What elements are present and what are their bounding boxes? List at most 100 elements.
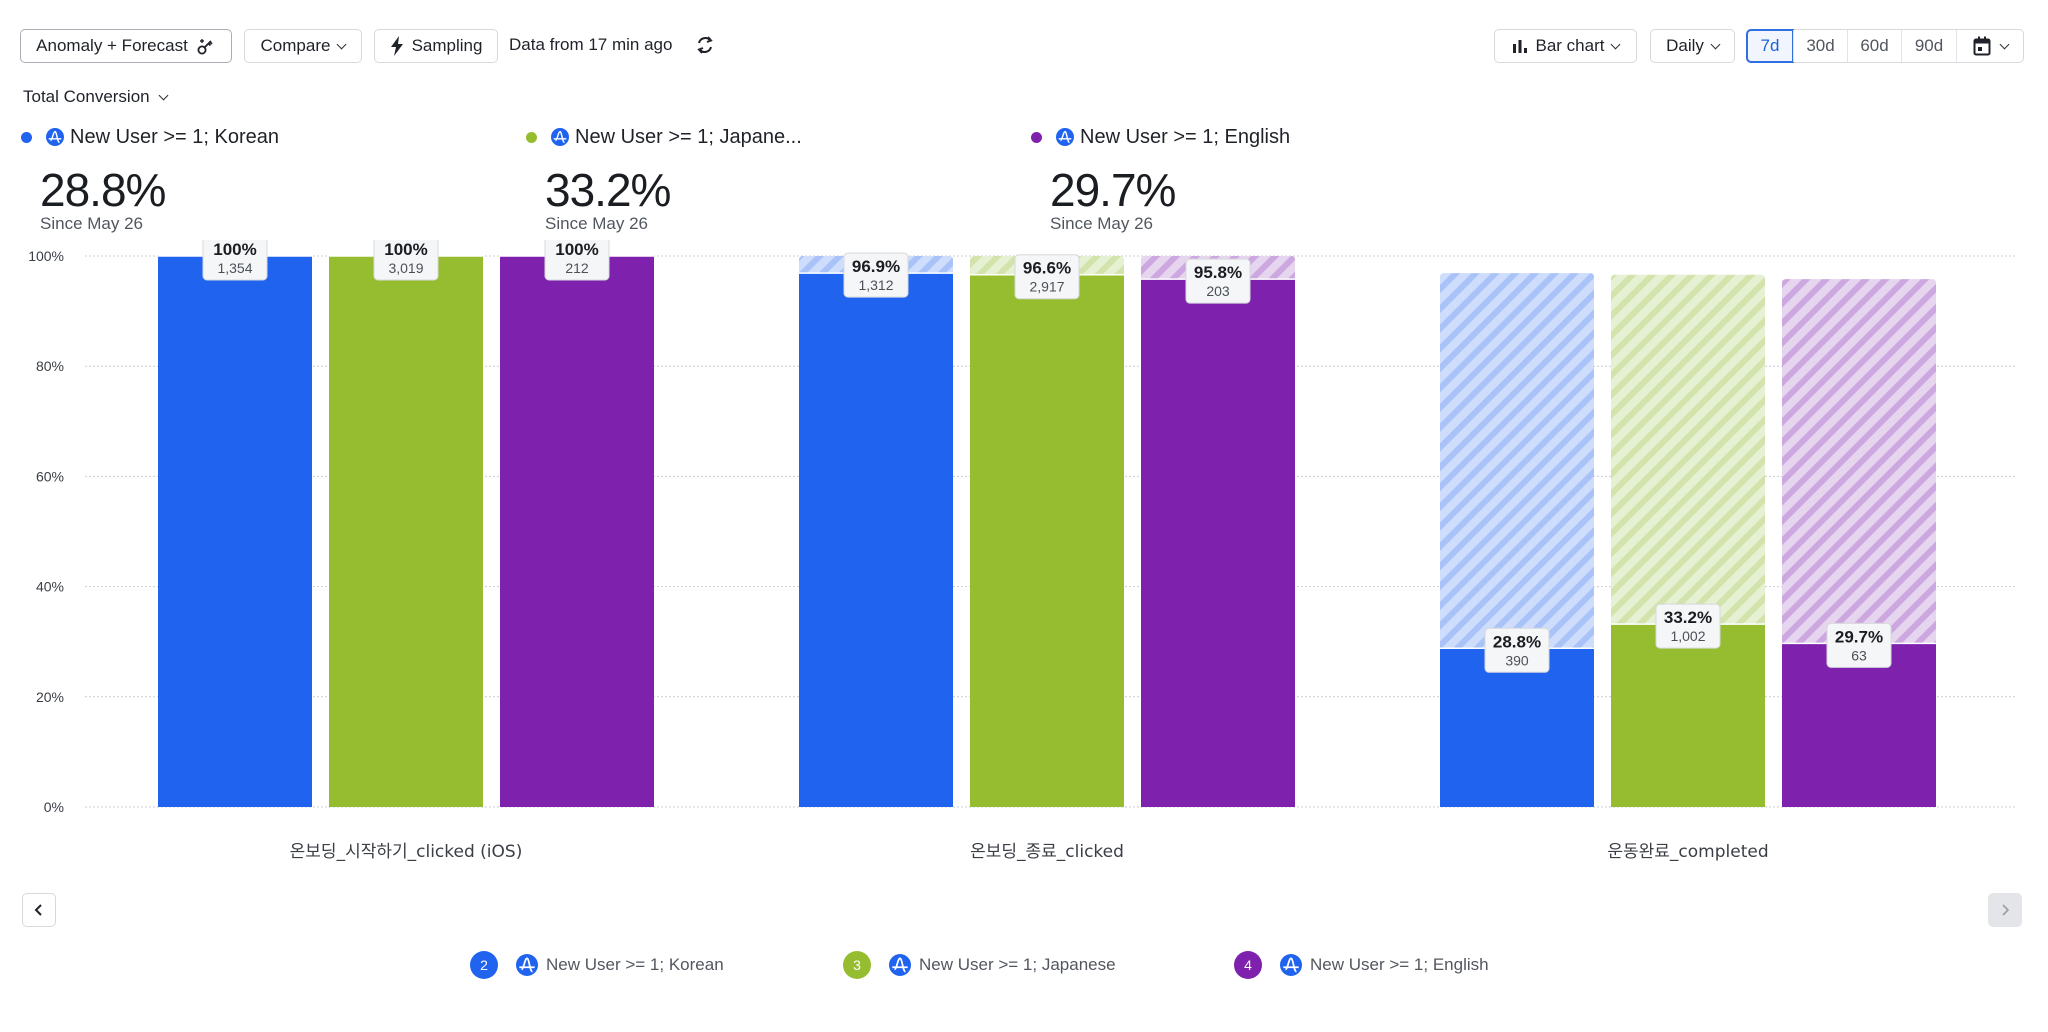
bar-count-label: 212 bbox=[565, 260, 589, 276]
conversion-bar[interactable] bbox=[970, 274, 1124, 807]
series-summary-label: New User >= 1; Korean bbox=[70, 125, 279, 148]
bar-percent-label: 28.8% bbox=[1493, 632, 1541, 651]
bar-count-label: 1,312 bbox=[858, 277, 893, 293]
magic-key-icon bbox=[197, 39, 213, 55]
refresh-icon[interactable] bbox=[694, 34, 716, 56]
bar-value-tooltip bbox=[1655, 603, 1721, 649]
y-tick-label: 80% bbox=[36, 358, 64, 374]
dropoff-bar[interactable] bbox=[1440, 273, 1594, 649]
date-range-selector: 7d 30d 60d 90d bbox=[1746, 29, 2024, 63]
series-summary-since: Since May 26 bbox=[40, 214, 143, 233]
interval-dropdown[interactable]: Daily bbox=[1650, 29, 1735, 63]
bar-count-label: 390 bbox=[1505, 652, 1529, 668]
anomaly-forecast-label: Anomaly + Forecast bbox=[36, 36, 188, 55]
amplitude-logo-icon bbox=[551, 128, 569, 146]
amplitude-logo-icon bbox=[516, 954, 538, 976]
series-summary-header[interactable]: New User >= 1; English bbox=[1031, 124, 1290, 150]
legend-item[interactable]: 4 New User >= 1; English bbox=[1234, 951, 1489, 979]
legend-label: New User >= 1; Korean bbox=[546, 955, 724, 974]
bar-count-label: 63 bbox=[1851, 647, 1867, 663]
x-category-label: 온보딩_시작하기_clicked (iOS) bbox=[290, 842, 523, 862]
custom-date-button[interactable] bbox=[1956, 30, 2023, 62]
conversion-bar[interactable] bbox=[1782, 643, 1936, 807]
y-tick-label: 0% bbox=[44, 799, 64, 815]
next-page-button[interactable] bbox=[1988, 893, 2022, 927]
anomaly-forecast-button[interactable]: Anomaly + Forecast bbox=[20, 29, 232, 63]
legend-index-badge: 3 bbox=[843, 951, 871, 979]
series-summary: New User >= 1; English 29.7% Since May 26 bbox=[1031, 124, 1290, 234]
range-90d[interactable]: 90d bbox=[1901, 30, 1956, 62]
bar-percent-label: 100% bbox=[384, 240, 427, 259]
conversion-bar[interactable] bbox=[1611, 624, 1765, 807]
bar-count-label: 203 bbox=[1206, 283, 1230, 299]
metric-selector-label: Total Conversion bbox=[23, 87, 150, 106]
compare-button[interactable]: Compare bbox=[244, 29, 362, 63]
bar-percent-label: 96.6% bbox=[1023, 259, 1071, 278]
metric-selector[interactable]: Total Conversion bbox=[23, 87, 169, 107]
series-summary-value: 33.2% bbox=[545, 164, 671, 216]
chart-type-dropdown[interactable]: Bar chart bbox=[1494, 29, 1637, 63]
sampling-button[interactable]: Sampling bbox=[374, 29, 498, 63]
legend-index-badge: 4 bbox=[1234, 951, 1262, 979]
bars-layer bbox=[158, 255, 1936, 808]
calendar-icon bbox=[1973, 36, 1990, 56]
amplitude-logo-icon bbox=[889, 954, 911, 976]
series-summary: New User >= 1; Japane... 33.2% Since May 2… bbox=[526, 124, 802, 234]
bar-percent-label: 100% bbox=[555, 240, 598, 259]
amplitude-logo-icon bbox=[46, 128, 64, 146]
interval-label: Daily bbox=[1666, 36, 1704, 55]
conversion-bar[interactable] bbox=[158, 256, 312, 807]
series-color-dot bbox=[21, 131, 32, 143]
y-tick-label: 100% bbox=[28, 248, 64, 264]
range-7d[interactable]: 7d bbox=[1746, 29, 1794, 63]
y-tick-label: 20% bbox=[36, 689, 64, 705]
amplitude-logo-icon bbox=[1056, 128, 1074, 146]
chevron-down-icon bbox=[1710, 39, 1721, 49]
series-summary-value: 29.7% bbox=[1050, 164, 1176, 216]
series-color-dot bbox=[526, 131, 537, 143]
x-category-label: 온보딩_종료_clicked bbox=[970, 842, 1124, 862]
bar-value-tooltip bbox=[1826, 622, 1892, 668]
bar-count-label: 1,354 bbox=[217, 260, 252, 276]
bar-chart-icon bbox=[1512, 40, 1527, 53]
series-summary: New User >= 1; Korean 28.8% Since May 26 bbox=[21, 124, 279, 234]
dropoff-bar[interactable] bbox=[1782, 279, 1936, 644]
bar-value-tooltip bbox=[373, 240, 439, 281]
bar-value-tooltip bbox=[843, 252, 909, 298]
chevron-down-icon bbox=[158, 90, 169, 100]
bar-percent-label: 33.2% bbox=[1664, 608, 1712, 627]
dropoff-bar[interactable] bbox=[1611, 274, 1765, 625]
series-summary-since: Since May 26 bbox=[545, 214, 648, 233]
legend-index-badge: 2 bbox=[470, 951, 498, 979]
range-60d[interactable]: 60d bbox=[1847, 30, 1901, 62]
conversion-bar-chart: 0%20%40%60%80%100% 100%1,354100%3,019100… bbox=[28, 240, 2015, 862]
bar-percent-label: 29.7% bbox=[1835, 627, 1883, 646]
conversion-bar[interactable] bbox=[799, 273, 953, 807]
conversion-bar[interactable] bbox=[1440, 648, 1594, 807]
chevron-down-icon bbox=[337, 39, 347, 49]
legend-item[interactable]: 2 New User >= 1; Korean bbox=[470, 951, 724, 979]
legend-label: New User >= 1; English bbox=[1310, 955, 1489, 974]
series-summary-value: 28.8% bbox=[40, 164, 166, 216]
bar-value-tooltip bbox=[202, 240, 268, 281]
sampling-label: Sampling bbox=[411, 36, 483, 55]
range-30d[interactable]: 30d bbox=[1793, 30, 1847, 62]
conversion-bar[interactable] bbox=[500, 256, 654, 807]
conversion-bar[interactable] bbox=[1141, 279, 1295, 808]
bar-percent-label: 95.8% bbox=[1194, 263, 1242, 282]
chevron-right-icon bbox=[2002, 904, 2010, 916]
series-summary-header[interactable]: New User >= 1; Korean bbox=[21, 124, 279, 150]
previous-page-button[interactable] bbox=[22, 893, 56, 927]
data-freshness-text: Data from 17 min ago bbox=[509, 35, 673, 54]
bar-count-label: 3,019 bbox=[388, 260, 423, 276]
chevron-down-icon bbox=[1999, 39, 2009, 49]
bar-value-tooltip bbox=[1014, 254, 1080, 300]
legend-item[interactable]: 3 New User >= 1; Japanese bbox=[843, 951, 1116, 979]
bar-percent-label: 100% bbox=[213, 240, 256, 259]
legend-label: New User >= 1; Japanese bbox=[919, 955, 1116, 974]
series-summary-header[interactable]: New User >= 1; Japane... bbox=[526, 124, 802, 150]
conversion-bar[interactable] bbox=[329, 256, 483, 807]
amplitude-logo-icon bbox=[1280, 954, 1302, 976]
x-category-label: 운동완료_completed bbox=[1607, 842, 1768, 862]
